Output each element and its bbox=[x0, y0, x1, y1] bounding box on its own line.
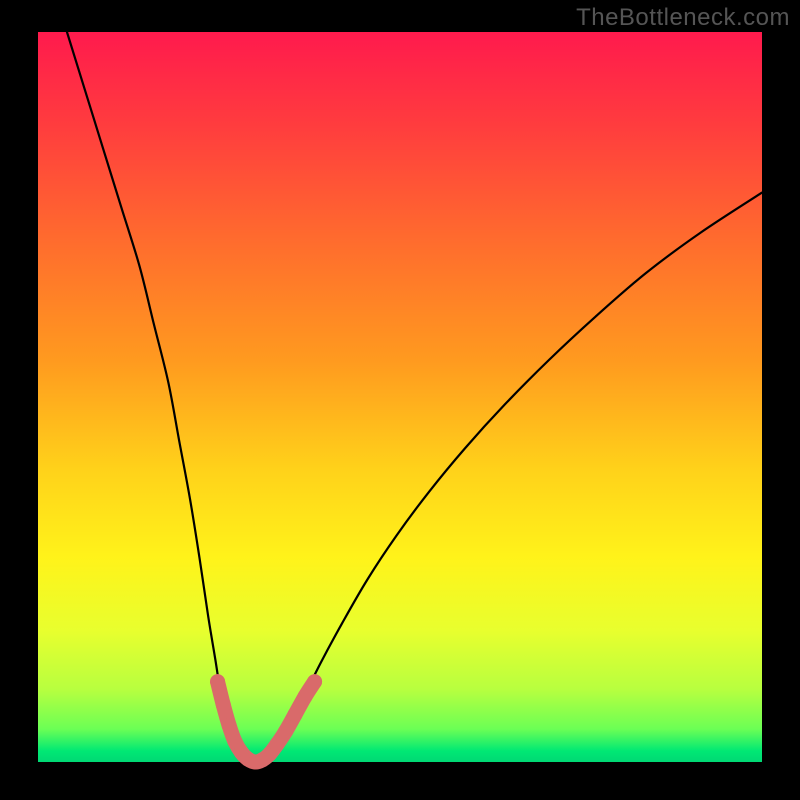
bottleneck-chart bbox=[0, 0, 800, 800]
optimal-zone-dot bbox=[222, 718, 237, 733]
optimal-zone-dot bbox=[278, 724, 293, 739]
optimal-zone-dot bbox=[269, 737, 284, 752]
optimal-zone-dot bbox=[298, 689, 313, 704]
optimal-zone-dot bbox=[307, 674, 322, 689]
optimal-zone-dot bbox=[216, 698, 231, 713]
optimal-zone-dot bbox=[210, 674, 225, 689]
chart-frame: TheBottleneck.com bbox=[0, 0, 800, 800]
optimal-zone-dot bbox=[288, 707, 303, 722]
watermark-label: TheBottleneck.com bbox=[576, 4, 790, 32]
plot-area bbox=[38, 32, 762, 762]
